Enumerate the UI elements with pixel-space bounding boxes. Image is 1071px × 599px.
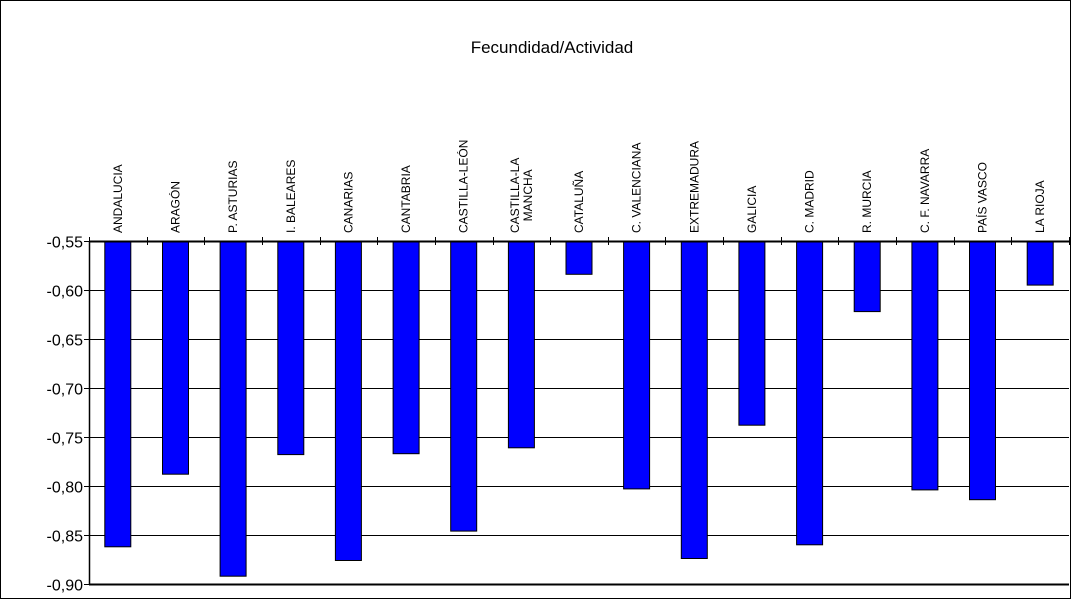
y-tick-label: -0,65 [47,333,84,350]
y-tick-label: -0,70 [47,382,84,399]
category-label: CANARIAS [341,172,355,233]
category-label: C. MADRID [803,170,817,233]
category-labels: ANDALUCIA ARAGÓN P. ASTURIAS I. BALEARES CAN… [111,140,1047,233]
category-label: CASTILLA-LAMANCHA [508,158,535,233]
y-tick-label: -0,55 [47,235,84,252]
category-label-line: R. MURCIA [860,170,874,233]
y-tick-labels: -0,55 -0,60 -0,65 -0,70 -0,75 -0,80 -0,85 -0,90 [47,235,84,595]
category-label-line: I. BALEARES [284,160,298,233]
category-label-line: CASTILLA-LA [508,158,522,233]
category-label-line: GALICIA [745,186,759,233]
category-label: ARAGÓN [168,181,183,233]
category-label-line: LA RIOJA [1033,180,1047,233]
bar [853,240,881,313]
bar [334,240,362,561]
category-label-line: ANDALUCIA [111,164,125,233]
bar [277,240,305,456]
category-label: GALICIA [745,186,759,233]
category-label: C. F. NAVARRA [918,149,932,233]
category-label: EXTREMADURA [687,141,701,233]
category-label: CASTILLA-LEÓN [456,140,471,233]
bar [450,240,478,532]
y-tick-label: -0,75 [47,431,84,448]
category-label-line: C. MADRID [803,170,817,233]
category-label: I. BALEARES [284,160,298,233]
axes [84,237,1070,586]
category-label-line: CANARIAS [341,172,355,233]
y-tick-label: -0,90 [47,578,84,595]
bar [104,240,132,548]
category-label-line: C. VALENCIANA [630,143,644,233]
bar [162,240,189,475]
category-label-line: EXTREMADURA [687,141,701,233]
category-label-line: PAÍS VASCO [975,162,990,233]
bar [796,240,824,546]
category-label-line: P. ASTURIAS [226,161,240,233]
bar [680,240,708,559]
category-label: C. VALENCIANA [630,143,644,233]
category-label: CATALUÑA [572,171,586,233]
category-label: LA RIOJA [1033,180,1047,233]
category-label-line: CATALUÑA [572,171,586,233]
chart-title: Fecundidad/Actividad [471,38,634,57]
gridlines [89,290,1069,536]
bar [392,240,420,455]
bar [969,240,996,501]
category-label-line: ARAGÓN [168,181,183,233]
bar [1026,240,1054,286]
category-label: PAÍS VASCO [975,162,990,233]
bar [623,240,651,490]
bar [911,240,939,491]
category-label-line: MANCHA [521,169,535,221]
category-label: R. MURCIA [860,170,874,233]
bar [738,240,766,426]
category-label-line: CANTABRIA [399,165,413,233]
bar [565,240,593,275]
bar [507,240,535,449]
category-label-line: CASTILLA-LEÓN [456,140,471,233]
category-label: P. ASTURIAS [226,161,240,233]
category-label: CANTABRIA [399,165,413,233]
y-tick-label: -0,60 [47,284,84,301]
category-label: ANDALUCIA [111,164,125,233]
bar [219,240,247,577]
y-tick-label: -0,85 [47,529,84,546]
category-label-line: C. F. NAVARRA [918,149,932,233]
y-tick-label: -0,80 [47,480,84,497]
